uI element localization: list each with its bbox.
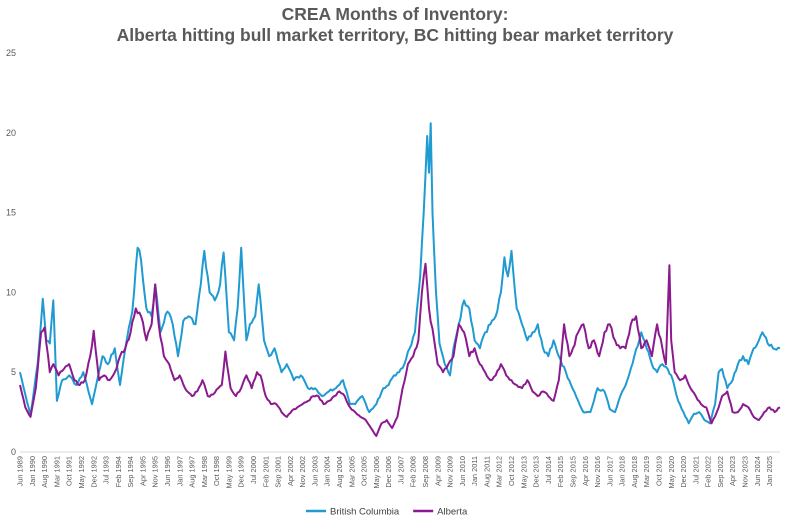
y-axis-ticks: 0 5 10 15 20 25 (6, 48, 16, 457)
x-tick-label: Apr 2009 (433, 456, 442, 486)
x-tick-label: Sep 2008 (421, 456, 430, 488)
x-tick-label: Jan 2025 (765, 456, 774, 486)
x-tick-label: Jan 1997 (175, 456, 184, 486)
legend-label-british-columbia: British Columbia (330, 507, 400, 518)
x-tick-label: Jan 2004 (323, 456, 332, 486)
x-tick-label: Oct 2019 (654, 456, 663, 486)
x-tick-label: Oct 1998 (212, 456, 221, 486)
x-tick-label: Dec 2020 (679, 456, 688, 488)
y-tick-label: 25 (6, 48, 16, 58)
y-tick-label: 15 (6, 208, 16, 218)
series-line-british-columbia (19, 122, 781, 425)
x-tick-label: Jul 2000 (249, 456, 258, 484)
y-tick-label: 10 (6, 287, 16, 297)
x-tick-label: Jun 2010 (458, 456, 467, 486)
x-tick-label: Jun 1996 (163, 456, 172, 486)
series-line-alberta (19, 262, 781, 437)
x-tick-label: Jan 2011 (470, 456, 479, 486)
x-tick-label: Jun 2003 (310, 456, 319, 486)
series-lines (19, 122, 781, 437)
x-tick-label: Jun 1989 (16, 456, 25, 486)
x-tick-label: Feb 2015 (556, 456, 565, 487)
x-tick-label: Apr 1995 (138, 456, 147, 486)
y-tick-label: 5 (11, 367, 16, 377)
x-tick-label: Mar 2005 (347, 456, 356, 487)
chart-title: CREA Months of Inventory: (281, 4, 509, 24)
x-tick-label: Nov 1995 (151, 456, 160, 488)
x-tick-label: Mar 2012 (495, 456, 504, 487)
x-tick-label: Feb 1994 (114, 456, 123, 487)
x-tick-label: Oct 2005 (360, 456, 369, 486)
x-tick-label: Jul 1993 (102, 456, 111, 484)
x-tick-label: Mar 1991 (52, 456, 61, 487)
x-tick-label: Jun 2017 (605, 456, 614, 486)
x-tick-label: Dec 1992 (89, 456, 98, 488)
x-tick-label: Aug 1990 (40, 456, 49, 488)
x-tick-label: Feb 2001 (261, 456, 270, 487)
x-tick-label: Jul 2021 (691, 456, 700, 484)
x-tick-label: Aug 2011 (482, 456, 491, 487)
legend: British Columbia Alberta (306, 507, 468, 518)
x-tick-label: Apr 2023 (728, 456, 737, 486)
x-tick-label: Apr 2002 (286, 456, 295, 486)
x-tick-label: Dec 2013 (532, 456, 541, 488)
x-tick-label: Aug 2004 (335, 456, 344, 488)
x-tick-label: Dec 1999 (237, 456, 246, 488)
x-tick-label: Sep 2015 (568, 456, 577, 488)
legend-label-alberta: Alberta (437, 507, 468, 518)
x-tick-label: Aug 2018 (630, 456, 639, 488)
x-tick-label: May 2006 (372, 456, 381, 488)
x-tick-label: Aug 1997 (188, 456, 197, 488)
x-tick-label: Dec 2006 (384, 456, 393, 488)
x-tick-label: Apr 2016 (581, 456, 590, 486)
x-tick-label: Jul 2014 (544, 456, 553, 484)
x-tick-label: May 2013 (519, 456, 528, 488)
x-axis-ticks: Jun 1989 Jan 1990 Aug 1990 Mar 1991 Oct 1991… (16, 456, 774, 488)
x-tick-label: Sep 1994 (126, 456, 135, 488)
x-tick-label: May 2020 (667, 456, 676, 488)
x-tick-label: Jun 2024 (753, 456, 762, 486)
x-tick-label: Mar 2019 (642, 456, 651, 487)
y-tick-label: 0 (11, 447, 16, 457)
x-tick-label: Oct 1991 (65, 456, 74, 486)
x-tick-label: Feb 2022 (704, 456, 713, 487)
x-tick-label: May 1999 (224, 456, 233, 488)
x-tick-label: Sep 2001 (274, 456, 283, 488)
y-tick-label: 20 (6, 128, 16, 138)
x-tick-label: Feb 2008 (409, 456, 418, 487)
x-tick-label: Nov 2002 (298, 456, 307, 488)
x-tick-label: Mar 1998 (200, 456, 209, 487)
x-tick-label: Jan 2018 (618, 456, 627, 486)
x-tick-label: Nov 2009 (446, 456, 455, 488)
x-tick-label: Jul 2007 (396, 456, 405, 484)
chart-title-block: CREA Months of Inventory: Alberta hittin… (0, 4, 790, 46)
x-tick-label: Jan 1990 (28, 456, 37, 486)
x-tick-label: Nov 2023 (740, 456, 749, 488)
x-tick-label: May 1992 (77, 456, 86, 488)
x-tick-label: Nov 2016 (593, 456, 602, 488)
x-tick-label: Oct 2012 (507, 456, 516, 486)
x-tick-label: Sep 2022 (716, 456, 725, 488)
chart-subtitle: Alberta hitting bull market territory, B… (116, 25, 674, 45)
